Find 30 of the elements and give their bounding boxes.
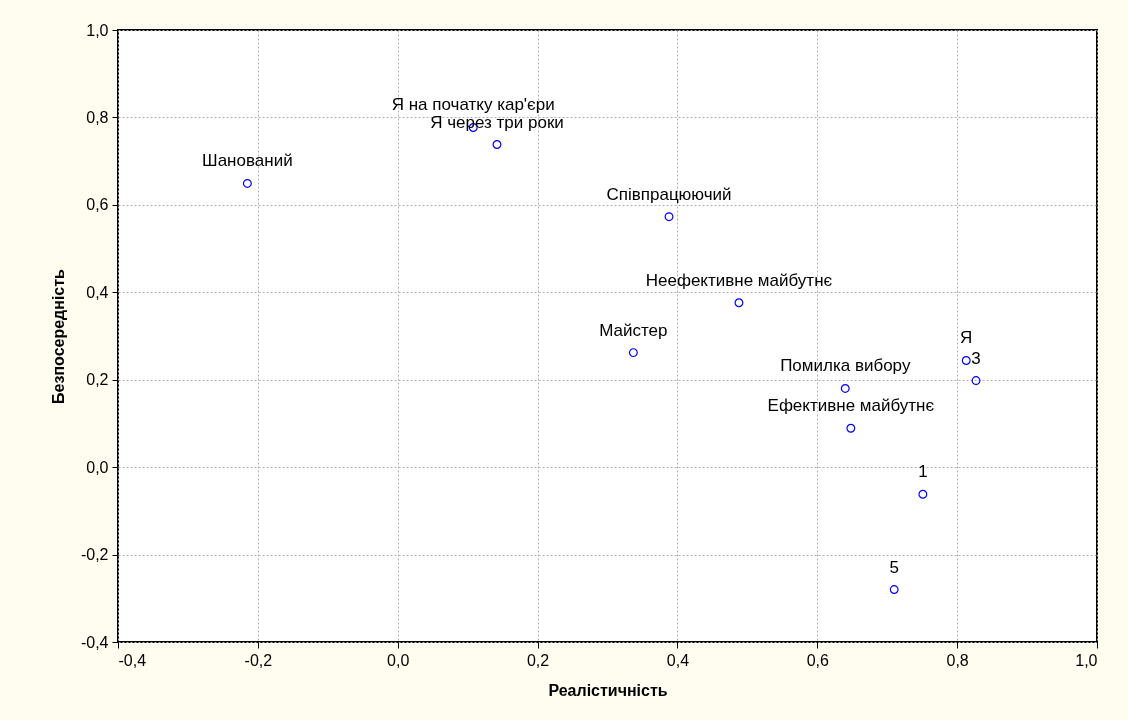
annotation: 1 bbox=[918, 462, 928, 482]
annotation: Майстер bbox=[599, 320, 668, 340]
annotation: Неефективне майбутнє bbox=[645, 270, 833, 290]
annotation: Я на початку кар'єри bbox=[391, 95, 555, 115]
y-tick-label: 1,0 bbox=[86, 21, 109, 39]
x-tick-label: 0,8 bbox=[946, 651, 969, 669]
annotation: 5 bbox=[889, 557, 899, 577]
y-tick-label: 0,2 bbox=[86, 371, 109, 389]
x-tick-label: 0,4 bbox=[666, 651, 690, 669]
y-tick-label: 0,8 bbox=[86, 108, 109, 126]
annotation: Я через три роки bbox=[430, 112, 564, 132]
y-tick-label: 0,4 bbox=[86, 283, 109, 301]
annotation: Ефективне майбутнє bbox=[767, 396, 935, 416]
annotation: Шанований bbox=[202, 151, 293, 171]
x-axis-title: Реалістичність bbox=[548, 681, 668, 699]
x-tick-label: -0,4 bbox=[118, 651, 147, 669]
x-tick-label: 0,0 bbox=[387, 651, 410, 669]
annotation: Я bbox=[960, 328, 973, 348]
y-tick-label: -0,4 bbox=[80, 633, 109, 651]
x-tick-label: -0,2 bbox=[244, 651, 273, 669]
y-axis-title: Безпосередність bbox=[49, 268, 67, 404]
x-tick-label: 1,0 bbox=[1075, 651, 1098, 669]
annotation: Помилка вибору bbox=[780, 356, 911, 376]
x-tick-label: 0,2 bbox=[526, 651, 550, 669]
annotation: 3 bbox=[971, 348, 981, 368]
annotation: Співпрацюючий bbox=[606, 184, 732, 204]
y-tick-label: -0,2 bbox=[80, 546, 109, 564]
x-tick-label: 0,6 bbox=[806, 651, 829, 669]
y-tick-label: 0,0 bbox=[86, 458, 109, 476]
y-tick-label: 0,6 bbox=[86, 196, 109, 214]
